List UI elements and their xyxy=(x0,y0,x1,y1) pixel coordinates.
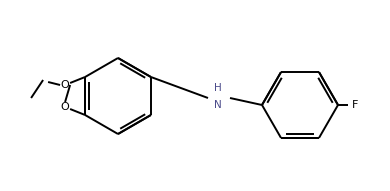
Text: H: H xyxy=(214,83,222,93)
Text: O: O xyxy=(61,80,69,90)
Text: O: O xyxy=(61,102,69,112)
Text: N: N xyxy=(214,100,222,110)
Text: F: F xyxy=(352,100,358,110)
